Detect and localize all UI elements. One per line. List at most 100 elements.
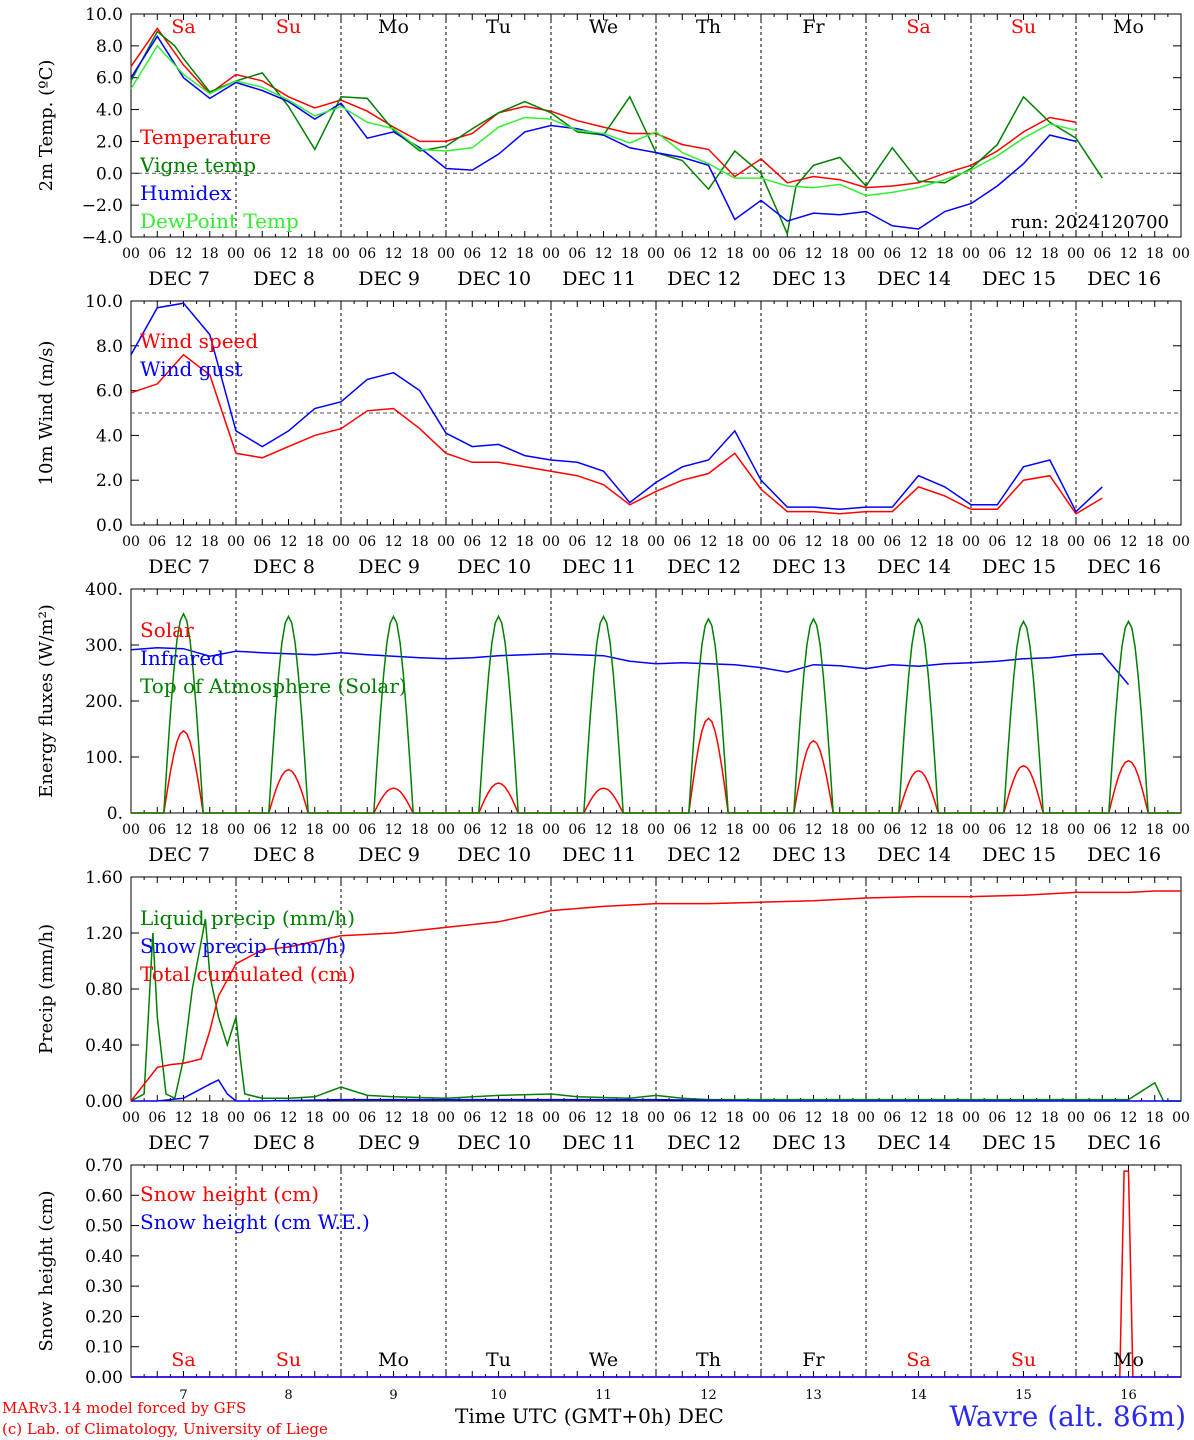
panel-1-series-2-line — [130, 30, 1103, 237]
panel-1-y-tick-label: 4.0 — [96, 101, 123, 121]
panel-3-hour-label: 18 — [1146, 822, 1164, 838]
panel-3-hour-label: 12 — [1015, 822, 1033, 838]
x-axis-label-month: DEC — [677, 1404, 724, 1428]
panel-5-y-tick-label: 0.70 — [85, 1156, 123, 1176]
weekday-label-top: Fr — [802, 16, 825, 38]
panel-4-hour-label: 00 — [962, 1110, 980, 1126]
panel-4-date-label: DEC 16 — [1087, 1132, 1161, 1154]
panel-4-hour-label: 18 — [201, 1110, 219, 1126]
day-number-label: 15 — [1015, 1388, 1032, 1400]
panel-1-hour-label: 18 — [201, 246, 219, 262]
panel-1-hour-label: 06 — [883, 246, 901, 262]
panel-4-hour-label: 12 — [700, 1110, 718, 1126]
panel-1-y-tick-label: 10.0 — [85, 5, 123, 25]
panel-1-legend-1: Temperature — [140, 125, 271, 149]
panel-3-hour-label: 06 — [358, 822, 376, 838]
day-number-label: 8 — [284, 1388, 292, 1400]
panel-2-y-tick-label: 4.0 — [96, 426, 123, 446]
panel-2-date-label: DEC 12 — [667, 556, 741, 578]
panel-4-y-tick-label: 0.40 — [85, 1036, 123, 1056]
panel-1-series-1-line — [130, 26, 1077, 189]
panel-1-hour-label: 18 — [1041, 246, 1059, 262]
panel-3-date-label: DEC 13 — [772, 844, 846, 866]
panel-1-date-label: DEC 10 — [457, 268, 531, 290]
panel-4-date-label: DEC 11 — [562, 1132, 636, 1154]
panel-1-hour-label: 12 — [280, 246, 298, 262]
panel-3-hour-label: 18 — [411, 822, 429, 838]
weekday-label-top: Su — [1011, 16, 1036, 38]
panel-4-hour-label: 06 — [253, 1110, 271, 1126]
panel-2-hour-label: 00 — [1067, 534, 1085, 550]
x-axis-label: Time UTC (GMT+0h) DEC — [455, 1404, 724, 1428]
panel-5-y-tick-label: 0.20 — [85, 1307, 123, 1327]
panel-2-hour-label: 12 — [910, 534, 928, 550]
panel-2-date-label: DEC 9 — [358, 556, 420, 578]
panel-4-hour-label: 18 — [411, 1110, 429, 1126]
panel-2-y-tick-label: 8.0 — [96, 337, 123, 357]
panel-2-series-1-line — [130, 353, 1103, 515]
panel-2-legend-2: Wind gust — [140, 357, 243, 381]
panel-1-hour-label: 00 — [647, 246, 665, 262]
panel-2-hour-label: 12 — [595, 534, 613, 550]
panel-3-date-label: DEC 11 — [562, 844, 636, 866]
panel-2-hour-label: 12 — [700, 534, 718, 550]
panel-2-hour-label: 18 — [516, 534, 534, 550]
run-label: run: 2024120700 — [1011, 212, 1169, 233]
panel-1-hour-label: 06 — [988, 246, 1006, 262]
panel-4-hour-label: 06 — [988, 1110, 1006, 1126]
day-number-label: 9 — [389, 1388, 397, 1400]
panel-3-hour-label: 06 — [463, 822, 481, 838]
weekday-label-top: Mo — [1113, 16, 1144, 38]
panel-1-hour-label: 12 — [1120, 246, 1138, 262]
panel-4-date-label: DEC 13 — [772, 1132, 846, 1154]
panel-3-hour-label: 06 — [883, 822, 901, 838]
panel-1-hour-label: 18 — [306, 246, 324, 262]
panel-2-date-label: DEC 13 — [772, 556, 846, 578]
panel-4-hour-label: 12 — [1120, 1110, 1138, 1126]
day-number-label: 16 — [1120, 1388, 1137, 1400]
panel-2-hour-label: 06 — [568, 534, 586, 550]
panel-1-hour-label: 12 — [1015, 246, 1033, 262]
panel-3-hour-label: 00 — [332, 822, 350, 838]
panel-4-hour-label: 06 — [883, 1110, 901, 1126]
panel-4-y-tick-label: 1.20 — [85, 924, 123, 944]
panel-3-date-label: DEC 10 — [457, 844, 531, 866]
panel-3-hour-label: 06 — [1093, 822, 1111, 838]
panel-2-hour-label: 18 — [621, 534, 639, 550]
panel-2-hour-label: 12 — [280, 534, 298, 550]
panel-2-hour-label: 06 — [883, 534, 901, 550]
panel-1-series-4-line — [130, 44, 1077, 197]
panel-3-hour-label: 18 — [831, 822, 849, 838]
panel-3-hour-label: 12 — [280, 822, 298, 838]
panel-1-hour-label: 00 — [542, 246, 560, 262]
panel-3-hour-label: 12 — [175, 822, 193, 838]
panel-2-hour-label: 18 — [411, 534, 429, 550]
panel-3-hour-label: 18 — [1041, 822, 1059, 838]
panel-2-hour-label: 00 — [437, 534, 455, 550]
panel-1-y-tick-label: 8.0 — [96, 37, 123, 57]
panel-2-hour-label: 12 — [1015, 534, 1033, 550]
panel-1-date-label: DEC 12 — [667, 268, 741, 290]
panel-3-hour-label: 18 — [621, 822, 639, 838]
panel-2-y-tick-label: 10.0 — [85, 292, 123, 312]
panel-3-date-label: DEC 7 — [148, 844, 210, 866]
panel-2-hour-label: 00 — [962, 534, 980, 550]
panel-2-date-label: DEC 16 — [1087, 556, 1161, 578]
panel-3-hour-label: 12 — [490, 822, 508, 838]
panel-4-hour-label: 06 — [463, 1110, 481, 1126]
panel-4-hour-label: 00 — [437, 1110, 455, 1126]
panel-2-hour-label: 18 — [1146, 534, 1164, 550]
panel-3-hour-label: 00 — [227, 822, 245, 838]
panel-1-legend-3: Humidex — [140, 181, 232, 205]
panel-4-hour-label: 06 — [1093, 1110, 1111, 1126]
weekday-label-top: Sa — [171, 16, 195, 38]
panel-3-date-label: DEC 16 — [1087, 844, 1161, 866]
panel-1-hour-label: 00 — [752, 246, 770, 262]
panel-1-hour-label-final: 00 — [1172, 246, 1190, 262]
panel-1-legend-2: Vigne temp — [139, 153, 256, 177]
panel-1-hour-label: 00 — [1067, 246, 1085, 262]
panel-2-hour-label: 12 — [385, 534, 403, 550]
panel-5-y-tick-label: 0.60 — [85, 1186, 123, 1206]
panel-3-hour-label: 18 — [516, 822, 534, 838]
panel-2-hour-label: 00 — [647, 534, 665, 550]
